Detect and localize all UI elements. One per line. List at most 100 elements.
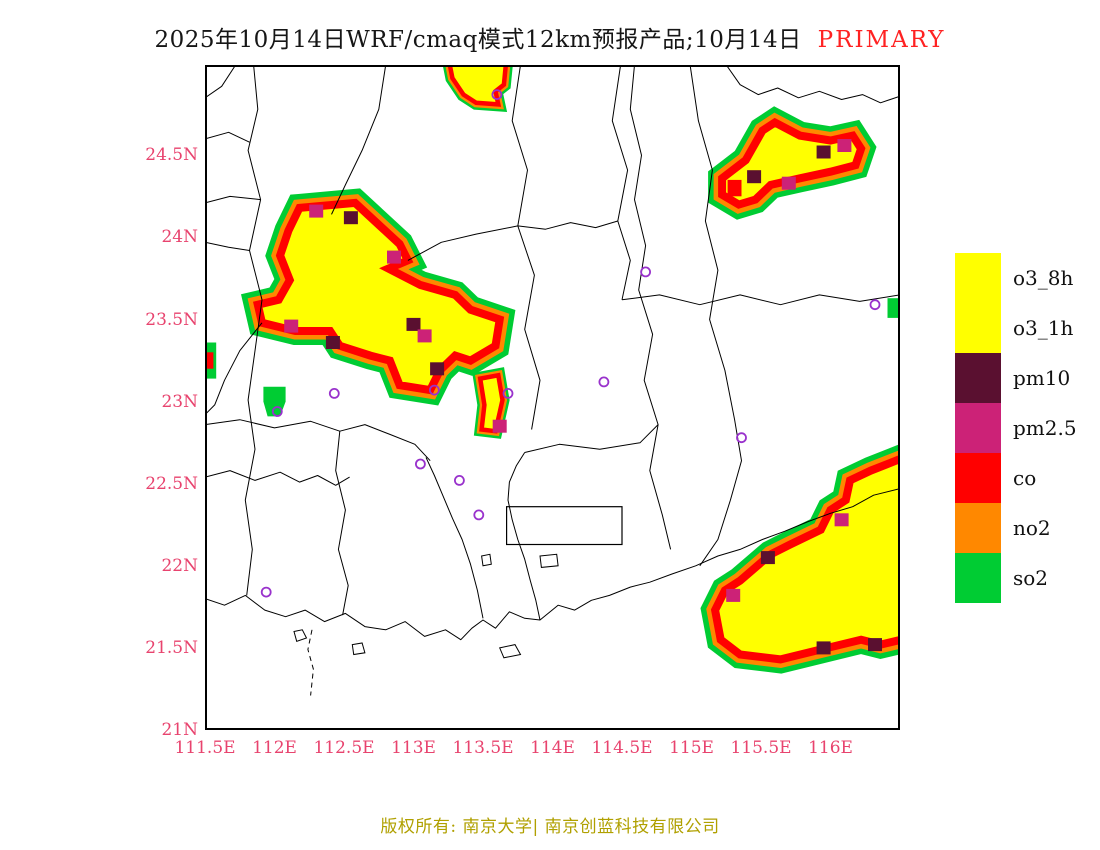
lon-tick-label: 113.5E bbox=[452, 738, 514, 758]
map-frame bbox=[205, 65, 900, 730]
lat-tick-label: 23N bbox=[161, 391, 198, 412]
admin-boundary bbox=[335, 431, 349, 616]
map-area bbox=[205, 65, 900, 730]
city-marker bbox=[260, 586, 272, 598]
border-accent-pm2_5 bbox=[837, 139, 852, 152]
patch-so2 bbox=[263, 386, 286, 417]
lat-tick-label: 23.5N bbox=[145, 309, 198, 330]
admin-boundary bbox=[205, 65, 237, 99]
legend-label: o3_1h bbox=[1013, 316, 1074, 340]
admin-boundary bbox=[621, 294, 900, 306]
admin-boundary bbox=[689, 65, 742, 567]
border-accent-pm2_5 bbox=[834, 513, 849, 527]
border-accent-pm10 bbox=[816, 145, 831, 159]
city-marker bbox=[640, 266, 652, 278]
island bbox=[351, 642, 366, 656]
admin-boundary bbox=[507, 452, 541, 621]
lat-tick-label: 21.5N bbox=[145, 637, 198, 658]
admin-boundary bbox=[205, 419, 431, 462]
border-accent-pm10 bbox=[816, 641, 831, 655]
admin-boundary bbox=[205, 470, 350, 486]
city-marker bbox=[736, 432, 747, 444]
legend-item-so2: so2 bbox=[955, 553, 1077, 603]
lon-tick-label: 113E bbox=[391, 738, 436, 758]
island bbox=[499, 644, 522, 659]
lat-tick-label: 24N bbox=[161, 227, 198, 248]
lon-tick-label: 112E bbox=[252, 738, 297, 758]
legend-label: co bbox=[1013, 466, 1037, 490]
island bbox=[481, 553, 492, 567]
admin-boundary bbox=[244, 65, 263, 596]
admin-boundary bbox=[517, 220, 618, 230]
legend-item-o3_1h: o3_1h bbox=[955, 303, 1077, 353]
city-marker bbox=[414, 458, 426, 470]
city-marker bbox=[473, 509, 485, 521]
patch-co bbox=[205, 352, 214, 369]
border-accent-pm10 bbox=[760, 551, 775, 565]
admin-boundary bbox=[205, 241, 250, 251]
legend-item-pm10: pm10 bbox=[955, 353, 1077, 403]
chart-title-primary: PRIMARY bbox=[817, 27, 946, 53]
legend-swatch-o3_8h bbox=[955, 253, 1001, 303]
lon-tick-label: 116E bbox=[808, 738, 853, 758]
forecast-map-svg bbox=[205, 65, 900, 730]
patch-so2 bbox=[887, 298, 900, 318]
admin-boundary bbox=[205, 195, 261, 204]
border-accent-pm10 bbox=[747, 170, 762, 184]
chart-title-main: 2025年10月14日WRF/cmaq模式12km预报产品;10月14日 bbox=[154, 27, 802, 53]
border-accent-pm2_5 bbox=[284, 319, 299, 333]
island bbox=[293, 629, 308, 642]
legend-item-pm2_5: pm2.5 bbox=[955, 403, 1077, 453]
legend-label: o3_8h bbox=[1013, 266, 1074, 290]
legend-swatch-no2 bbox=[955, 503, 1001, 553]
border-accent-pm2_5 bbox=[417, 329, 432, 343]
border-accent-pm2_5 bbox=[726, 588, 741, 602]
border-accent-pm2_5 bbox=[309, 204, 324, 218]
lat-tick-label: 22N bbox=[161, 555, 198, 576]
admin-boundary bbox=[524, 424, 659, 453]
admin-boundary bbox=[331, 65, 387, 215]
admin-boundary bbox=[725, 65, 900, 104]
map-layers bbox=[205, 65, 900, 696]
dashed-boundary bbox=[307, 629, 314, 696]
admin-boundary bbox=[205, 131, 250, 143]
legend-item-no2: no2 bbox=[955, 503, 1077, 553]
city-marker bbox=[869, 299, 881, 311]
chart-title: 2025年10月14日WRF/cmaq模式12km预报产品;10月14日 PRIM… bbox=[0, 20, 1100, 54]
border-accent-pm10 bbox=[868, 638, 882, 652]
lat-tick-label: 21N bbox=[161, 720, 198, 740]
legend-label: pm2.5 bbox=[1013, 416, 1077, 440]
exceedance-region-southeast bbox=[710, 454, 900, 664]
exceedance-region-northeast bbox=[718, 117, 866, 209]
legend-swatch-so2 bbox=[955, 553, 1001, 603]
admin-boundary bbox=[205, 322, 263, 416]
legend-label: no2 bbox=[1013, 516, 1051, 540]
city-marker bbox=[598, 376, 610, 388]
legend-swatch-pm10 bbox=[955, 353, 1001, 403]
border-accent-pm2_5 bbox=[781, 176, 796, 190]
city-marker bbox=[491, 89, 503, 101]
lon-tick-label: 115.5E bbox=[730, 738, 792, 758]
island bbox=[539, 553, 559, 568]
admin-boundary bbox=[205, 488, 900, 641]
lon-tick-label: 114E bbox=[530, 738, 575, 758]
lon-tick-label: 114.5E bbox=[591, 738, 653, 758]
legend: o3_8h o3_1h pm10 pm2.5 co no2 so2 bbox=[955, 253, 1077, 603]
legend-item-o3_8h: o3_8h bbox=[955, 253, 1077, 303]
lon-tick-label: 112.5E bbox=[313, 738, 375, 758]
admin-boundary bbox=[425, 457, 484, 619]
lat-tick-label: 24.5N bbox=[145, 145, 198, 166]
border-accent-pm2_5 bbox=[387, 250, 401, 264]
legend-swatch-o3_1h bbox=[955, 303, 1001, 353]
city-marker bbox=[453, 474, 465, 486]
border-accent-pm10 bbox=[406, 317, 421, 331]
legend-swatch-pm2_5 bbox=[955, 403, 1001, 453]
admin-boundary bbox=[611, 65, 631, 300]
border-accent-pm2_5 bbox=[492, 419, 507, 433]
city-marker bbox=[328, 387, 340, 399]
border-accent-pm10 bbox=[325, 336, 340, 349]
lon-tick-label: 115E bbox=[669, 738, 714, 758]
legend-swatch-co bbox=[955, 453, 1001, 503]
footer-credit: 版权所有: 南京大学| 南京创蓝科技有限公司 bbox=[380, 817, 720, 837]
